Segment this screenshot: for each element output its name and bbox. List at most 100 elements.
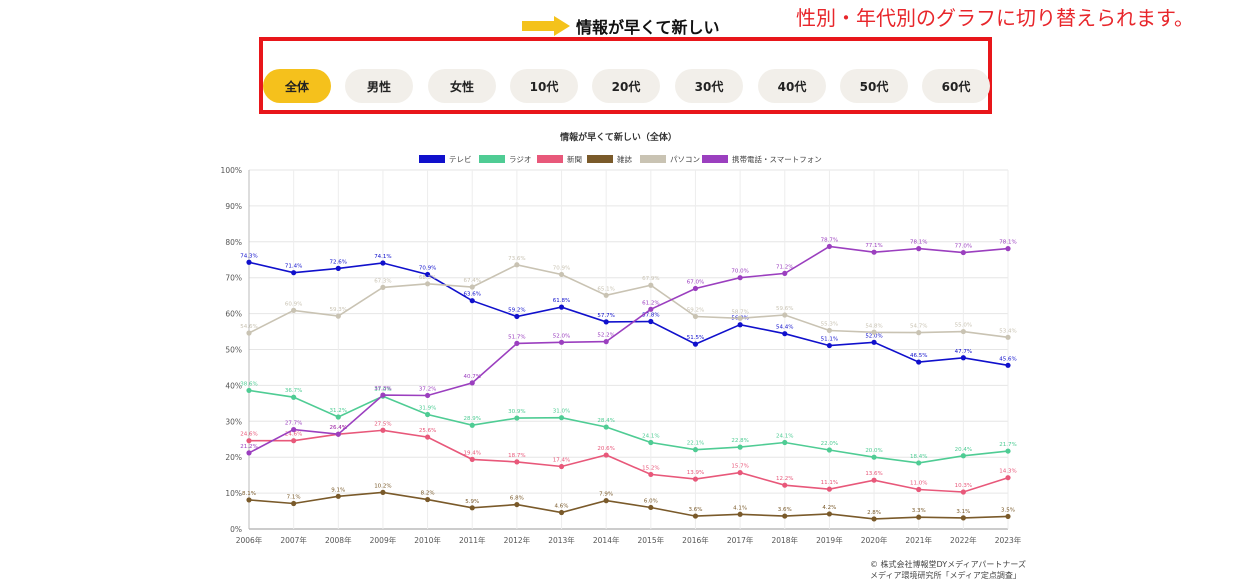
series-line [248,245,1009,454]
data-label: 70.9% [419,265,436,271]
data-label: 46.5% [910,353,927,359]
data-point [603,319,609,325]
data-point [692,447,699,453]
x-tick-label: 2015年 [638,535,665,545]
data-label: 70.9% [553,265,570,271]
data-label: 37.2% [419,386,436,392]
data-label: 67.0% [687,279,704,285]
data-point [826,486,833,492]
data-label: 37.0% [374,387,391,393]
data-point [737,444,743,450]
data-point [380,284,386,290]
data-point [692,285,699,292]
data-point [291,270,297,276]
data-label: 78.7% [821,237,838,243]
data-point [424,496,431,503]
section-heading: 情報が早くて新しい [522,14,720,38]
data-point [558,463,565,470]
data-point [826,342,833,349]
data-point [603,292,609,298]
data-point [603,498,609,504]
data-point [603,339,609,345]
data-label: 20.4% [955,447,972,453]
data-point [1005,475,1011,481]
data-point [335,431,341,437]
data-label: 15.7% [731,464,748,470]
data-label: 70.0% [731,269,748,275]
data-point [603,452,609,458]
data-point [960,515,966,521]
data-label: 54.4% [776,325,793,331]
data-point [826,447,833,453]
switch-note: 性別・年代別のグラフに切り替えられます。 [796,6,1194,30]
data-point [782,513,788,519]
tab-5[interactable]: 30代 [675,69,743,103]
legend-swatch [702,155,728,163]
tab-3[interactable]: 10代 [510,69,578,103]
data-point [469,422,475,428]
data-point [737,511,743,517]
data-point [960,328,966,335]
data-point [782,312,788,318]
data-point [960,453,966,459]
tab-4[interactable]: 20代 [592,69,660,103]
data-label: 51.5% [687,335,704,341]
data-point [1005,362,1011,368]
data-label: 51.1% [821,337,838,343]
data-point [424,271,431,278]
tab-0[interactable]: 全体 [263,69,331,103]
data-point [291,394,297,400]
x-tick-label: 2014年 [593,535,620,545]
data-point [916,514,922,520]
data-label: 3.6% [778,507,792,513]
x-tick-label: 2009年 [370,535,397,545]
tab-8[interactable]: 60代 [922,69,990,103]
data-point [424,392,431,399]
tab-2[interactable]: 女性 [428,69,496,103]
data-label: 58.7% [731,309,748,315]
data-label: 60.9% [285,301,302,307]
data-label: 31.2% [330,408,347,414]
y-tick-label: 80% [225,238,242,247]
tab-group-highlight [259,37,992,114]
data-point [514,313,520,320]
data-point [916,246,922,252]
data-label: 27.7% [285,421,302,427]
data-label: 21.7% [999,442,1016,448]
copyright: © 株式会社博報堂DYメディアパートナーズ メディア環境研究所「メディア定点調査… [870,559,1026,581]
data-label: 21.2% [240,444,257,450]
data-label: 18.7% [508,453,525,459]
data-label: 3.5% [1001,507,1015,513]
data-label: 74.3% [240,253,257,259]
tab-1[interactable]: 男性 [345,69,413,103]
series-line [248,491,1009,520]
y-tick-label: 90% [225,202,242,211]
data-point [960,489,966,495]
data-label: 15.2% [642,465,659,471]
data-point [335,414,341,420]
data-label: 11.0% [910,481,927,487]
data-label: 7.1% [287,495,301,501]
data-label: 67.3% [374,278,391,284]
y-tick-label: 10% [225,489,242,498]
legend-label: パソコン [670,155,700,164]
data-point [469,505,475,511]
x-tick-label: 2023年 [995,535,1022,545]
data-label: 52.2% [597,333,614,339]
data-point [871,339,877,345]
data-label: 24.6% [285,432,302,438]
data-label: 77.0% [955,244,972,250]
data-label: 17.4% [553,458,570,464]
data-point [335,265,341,271]
legend-label: テレビ [449,155,472,164]
data-label: 52.0% [865,333,882,339]
data-point [692,313,699,320]
data-point [469,298,475,304]
data-label: 4.2% [822,505,836,511]
data-point [558,415,565,421]
tab-6[interactable]: 40代 [758,69,826,103]
tab-7[interactable]: 50代 [840,69,908,103]
data-label: 12.2% [776,476,793,482]
data-point [514,262,520,268]
data-point [782,270,788,276]
